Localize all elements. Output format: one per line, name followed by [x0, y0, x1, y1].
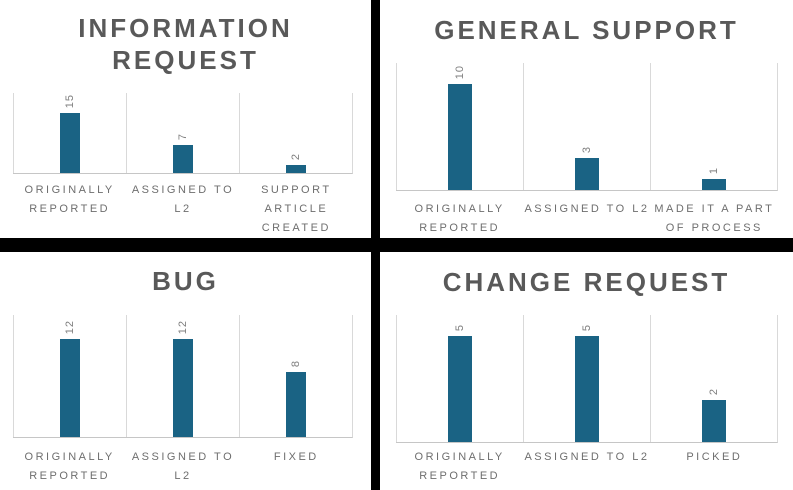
- category-slot: 10: [396, 63, 523, 190]
- chart-bug: BUG 12 12 8 ORIGINALLY REPORTED ASSIGNED TO L…: [0, 252, 371, 490]
- bar-value-label: 7: [177, 132, 189, 140]
- category-label: ASSIGNED TO L2: [126, 448, 239, 486]
- category-label-line: L2: [174, 203, 192, 215]
- category-label-line: ARTICLE: [264, 203, 329, 215]
- chart-title-line: CHANGE REQUEST: [442, 267, 731, 297]
- category-label: ORIGINALLY REPORTED: [396, 200, 523, 238]
- bar-value-label: 5: [581, 323, 593, 331]
- category-label-line: PICKED: [686, 451, 743, 463]
- bar-value-label: 12: [64, 319, 76, 334]
- bar-value-label: 8: [290, 359, 302, 367]
- bar: [448, 84, 472, 190]
- category-label: ASSIGNED TO L2: [523, 448, 650, 486]
- bar: [286, 165, 306, 173]
- bar: [575, 158, 599, 190]
- chart-title: BUG: [0, 265, 371, 297]
- plot-area: 15 7 2: [13, 93, 353, 174]
- category-label: ASSIGNED TO L2: [126, 181, 239, 238]
- category-label-line: ORIGINALLY: [24, 184, 115, 196]
- category-labels-row: ORIGINALLY REPORTED ASSIGNED TO L2 FIXED: [13, 448, 353, 486]
- bar: [286, 372, 306, 437]
- category-label: ORIGINALLY REPORTED: [396, 448, 523, 486]
- category-label-line: OF PROCESS: [665, 222, 763, 234]
- bar: [173, 339, 193, 437]
- category-label-line: ASSIGNED TO L2: [524, 451, 650, 463]
- chart-title: INFORMATION REQUEST: [0, 12, 371, 76]
- category-label: PICKED: [651, 448, 778, 486]
- category-label-line: REPORTED: [29, 203, 111, 215]
- category-label-line: ASSIGNED TO: [131, 451, 235, 463]
- category-label-line: ORIGINALLY: [24, 451, 115, 463]
- category-label-line: MADE IT A PART: [654, 203, 775, 215]
- category-labels-row: ORIGINALLY REPORTED ASSIGNED TO L2 PICKED: [396, 448, 778, 486]
- category-label: ASSIGNED TO L2: [523, 200, 650, 238]
- chart-title-line: INFORMATION: [78, 13, 293, 43]
- bar-value-label: 3: [581, 145, 593, 153]
- category-slot: 3: [523, 63, 650, 190]
- category-label: FIXED: [240, 448, 353, 486]
- chart-general-support: GENERAL SUPPORT 10 3 1 ORIGINALLY REPORTED A…: [380, 0, 793, 238]
- plot-area: 12 12 8: [13, 315, 353, 438]
- bar: [575, 336, 599, 442]
- chart-title-line: REQUEST: [112, 45, 259, 75]
- category-label-line: ORIGINALLY: [414, 451, 505, 463]
- category-slot: 8: [239, 315, 352, 437]
- category-label: ORIGINALLY REPORTED: [13, 181, 126, 238]
- bar: [60, 113, 80, 173]
- bar: [60, 339, 80, 437]
- bar-value-label: 2: [290, 152, 302, 160]
- category-slot: 5: [523, 315, 650, 442]
- bar-value-label: 12: [177, 319, 189, 334]
- category-slot: 15: [13, 93, 126, 173]
- category-slot: 2: [650, 315, 777, 442]
- bar-value-label: 5: [454, 323, 466, 331]
- bar-value-label: 10: [454, 64, 466, 79]
- category-label-line: ASSIGNED TO: [131, 184, 235, 196]
- category-labels-row: ORIGINALLY REPORTED ASSIGNED TO L2 MADE IT …: [396, 200, 778, 238]
- chart-change-request: CHANGE REQUEST 5 5 2 ORIGINALLY REPORTED ASS…: [380, 252, 793, 490]
- plot-area: 10 3 1: [396, 63, 778, 191]
- category-labels-row: ORIGINALLY REPORTED ASSIGNED TO L2 SUPPORT AR…: [13, 181, 353, 238]
- category-slot: 12: [13, 315, 126, 437]
- category-label-line: SUPPORT: [261, 184, 332, 196]
- category-slot: 5: [396, 315, 523, 442]
- bar: [173, 145, 193, 173]
- bar-value-label: 1: [708, 166, 720, 174]
- category-label-line: ORIGINALLY: [414, 203, 505, 215]
- category-label-line: FIXED: [273, 451, 319, 463]
- plot-area: 5 5 2: [396, 315, 778, 443]
- bar: [448, 336, 472, 442]
- category-label: MADE IT A PART OF PROCESS: [651, 200, 778, 238]
- category-label: ORIGINALLY REPORTED: [13, 448, 126, 486]
- category-label-line: CREATED: [261, 222, 331, 234]
- bar-value-label: 2: [708, 387, 720, 395]
- category-slot: 1: [650, 63, 777, 190]
- bar: [702, 400, 726, 442]
- horizontal-divider: [0, 238, 793, 252]
- category-label-line: REPORTED: [419, 470, 501, 482]
- category-label-line: REPORTED: [419, 222, 501, 234]
- chart-title: CHANGE REQUEST: [380, 266, 793, 298]
- category-label: SUPPORT ARTICLE CREATED: [240, 181, 353, 238]
- bar-value-label: 15: [64, 93, 76, 108]
- category-label-line: L2: [174, 470, 192, 482]
- category-slot: 12: [126, 315, 239, 437]
- category-slot: 2: [239, 93, 352, 173]
- category-slot: 7: [126, 93, 239, 173]
- chart-information-request: INFORMATION REQUEST 15 7 2 ORIGINALLY REPORT…: [0, 0, 371, 238]
- category-label-line: ASSIGNED TO L2: [524, 203, 650, 215]
- chart-title-line: GENERAL SUPPORT: [434, 15, 739, 45]
- chart-title: GENERAL SUPPORT: [380, 14, 793, 46]
- bar: [702, 179, 726, 190]
- category-label-line: REPORTED: [29, 470, 111, 482]
- chart-title-line: BUG: [152, 266, 219, 296]
